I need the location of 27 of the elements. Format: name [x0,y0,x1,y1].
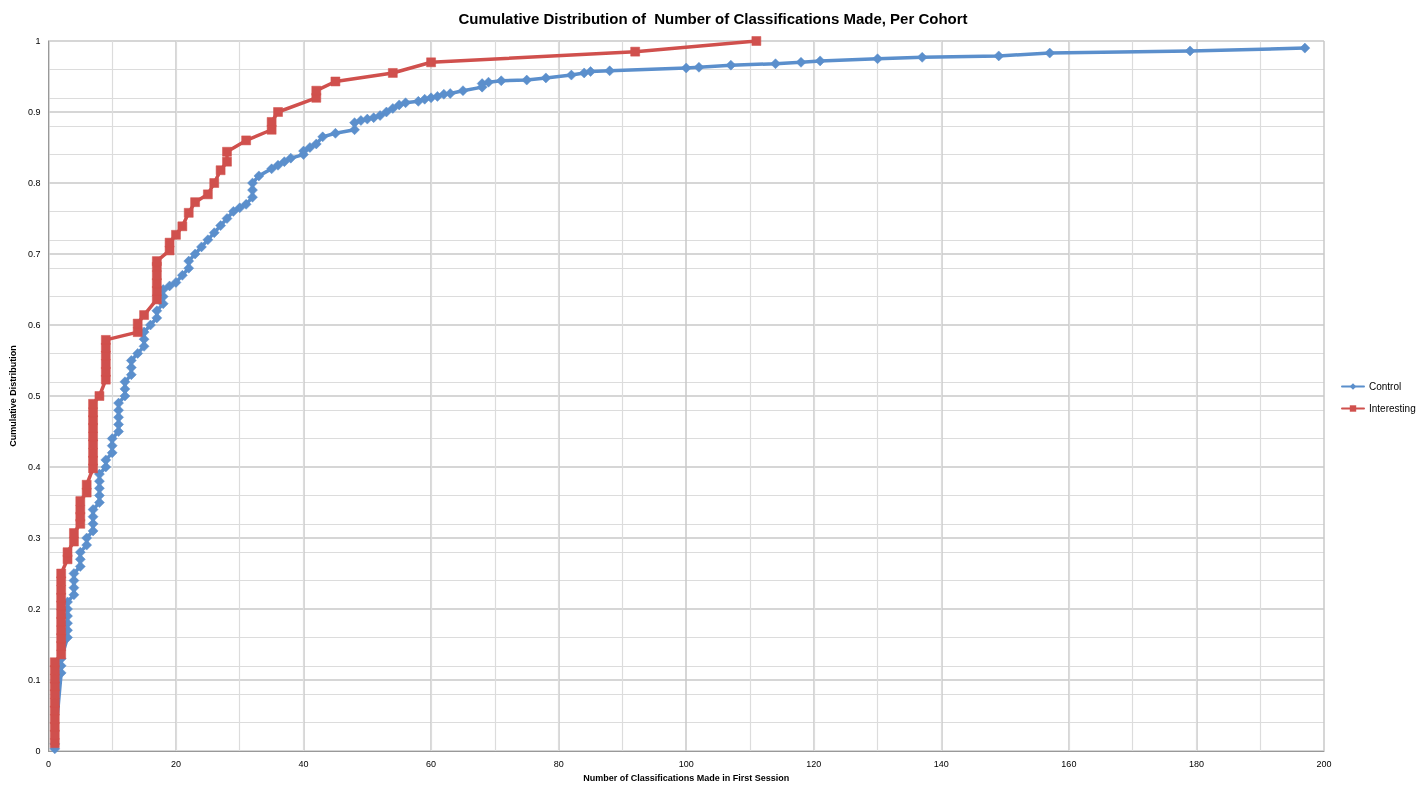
y-tick-label: 0.6 [27,320,41,330]
y-tick-label: 0.5 [27,391,41,401]
x-tick-label: 60 [426,758,437,769]
y-tick-label: 0.8 [27,178,41,188]
legend-label: Interesting [1369,403,1416,414]
x-tick-label: 20 [170,758,181,769]
y-tick-label: 0.4 [27,462,41,472]
x-tick-label: 100 [678,758,694,769]
x-tick-label: 140 [933,758,949,769]
x-axis-title: Number of Classifications Made in First Session [583,772,790,783]
x-tick-label: 200 [1316,758,1332,769]
chart-title: Cumulative Distribution of Number of Classifications Made, Per Cohort [458,10,968,27]
x-tick-label: 160 [1061,758,1077,769]
x-tick-label: 120 [806,758,822,769]
y-tick-label: 0 [35,746,41,756]
y-axis-title: Cumulative Distribution [7,345,18,447]
legend-label: Control [1369,381,1402,392]
y-tick-label: 0.9 [27,107,41,117]
y-tick-label: 0.3 [27,533,41,543]
y-tick-label: 1 [35,36,41,46]
y-tick-label: 0.2 [27,604,41,614]
y-tick-label: 0.7 [27,249,41,259]
x-tick-label: 40 [298,758,309,769]
y-tick-label: 0.1 [27,675,41,685]
x-tick-label: 180 [1188,758,1204,769]
x-tick-label: 80 [553,758,564,769]
x-tick-label: 0 [45,758,51,769]
